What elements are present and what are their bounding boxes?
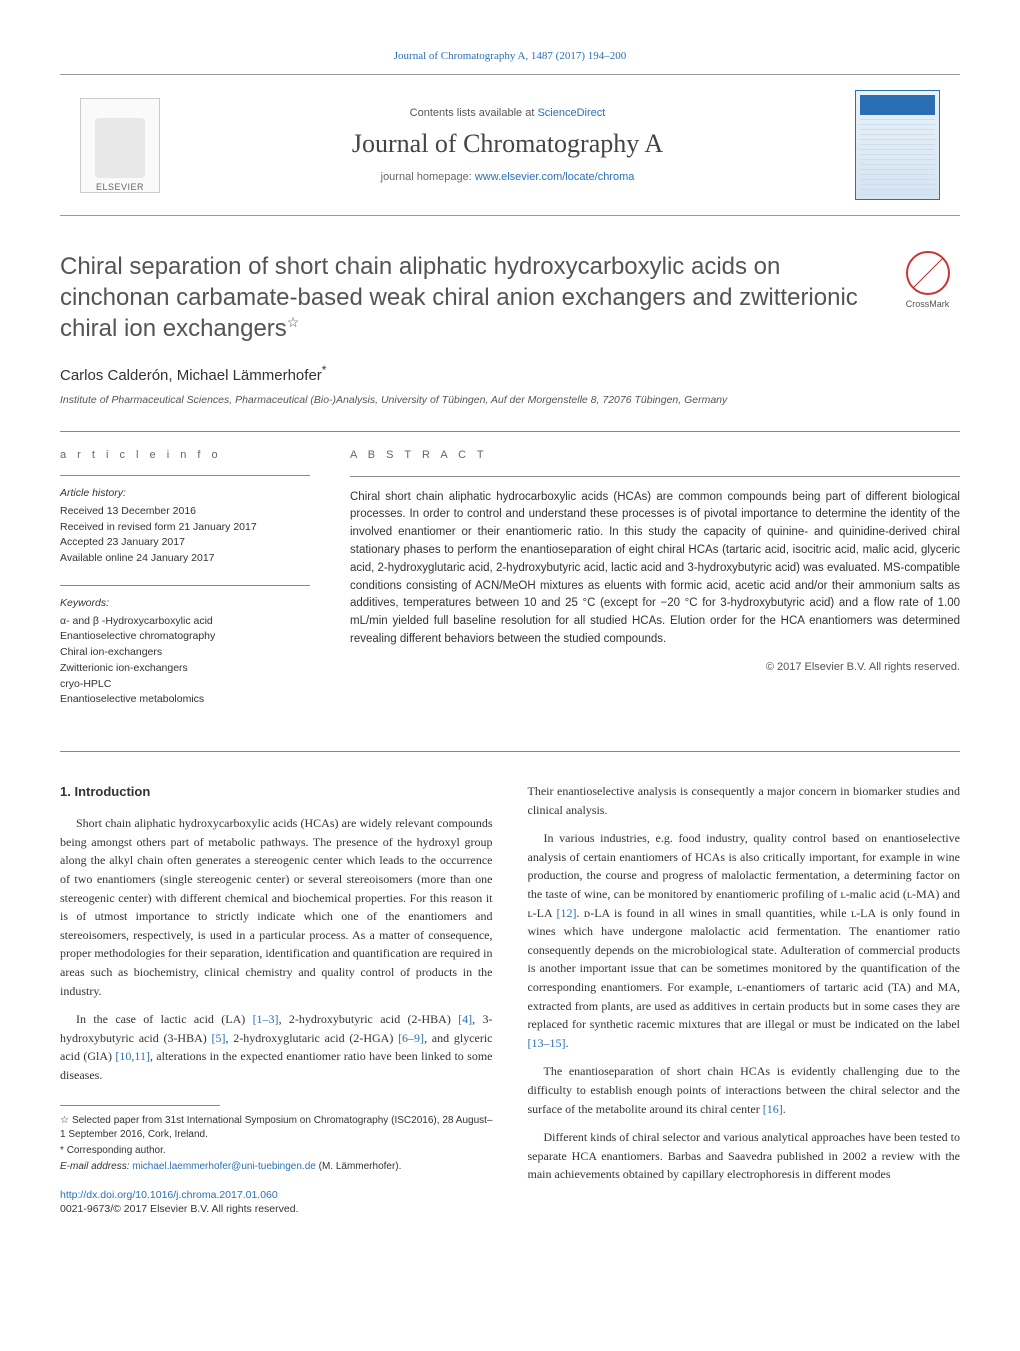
intro-para: In various industries, e.g. food industr… (528, 829, 961, 1052)
ref-link[interactable]: [1–3] (253, 1012, 279, 1026)
contents-list-line: Contents lists available at ScienceDirec… (175, 107, 840, 119)
history-received: Received 13 December 2016 (60, 504, 310, 520)
keyword: cryo-HPLC (60, 677, 310, 693)
ref-link[interactable]: [13–15] (528, 1036, 566, 1050)
text: , 2-hydroxyglutaric acid (2-HGA) (226, 1031, 399, 1045)
publisher-name: ELSEVIER (96, 182, 144, 192)
journal-cover-thumbnail (855, 90, 940, 200)
keyword: Zwitterionic ion-exchangers (60, 661, 310, 677)
homepage-prefix: journal homepage: (381, 171, 475, 183)
email-tail: (M. Lämmerhofer). (316, 1161, 402, 1172)
ref-link[interactable]: [5] (212, 1031, 226, 1045)
body-column-right: Their enantioselective analysis is conse… (528, 782, 961, 1217)
text: . ᴅ-LA is found in all wines in small qu… (528, 906, 961, 1032)
author-names: Carlos Calderón, Michael Lämmerhofer (60, 367, 322, 384)
journal-homepage-line: journal homepage: www.elsevier.com/locat… (175, 171, 840, 183)
intro-para: The enantioseparation of short chain HCA… (528, 1062, 961, 1118)
text: . (783, 1102, 786, 1116)
banner-center: Contents lists available at ScienceDirec… (175, 107, 840, 183)
ref-link[interactable]: [12] (556, 906, 576, 920)
journal-title: Journal of Chromatography A (175, 129, 840, 159)
cover-lines (860, 119, 935, 195)
authors: Carlos Calderón, Michael Lämmerhofer* (60, 363, 960, 384)
corresponding-email-link[interactable]: michael.laemmerhofer@uni-tuebingen.de (132, 1161, 316, 1172)
keywords-block: Keywords: α- and β -Hydroxycarboxylic ac… (60, 596, 310, 708)
crossmark-label: CrossMark (906, 299, 950, 309)
citation-header: Journal of Chromatography A, 1487 (2017)… (60, 50, 960, 62)
issn-copyright: 0021-9673/© 2017 Elsevier B.V. All right… (60, 1203, 299, 1215)
sciencedirect-link[interactable]: ScienceDirect (537, 107, 605, 119)
footnotes: ☆ Selected paper from 31st International… (60, 1114, 493, 1174)
body-column-left: 1. Introduction Short chain aliphatic hy… (60, 782, 493, 1217)
history-heading: Article history: (60, 486, 310, 502)
abstract-text: Chiral short chain aliphatic hydrocarbox… (350, 489, 960, 649)
cover-header-bar (860, 95, 935, 115)
intro-para: Different kinds of chiral selector and v… (528, 1128, 961, 1184)
intro-para: In the case of lactic acid (LA) [1–3], 2… (60, 1010, 493, 1084)
footnote-item: * Corresponding author. (60, 1144, 493, 1158)
intro-heading: 1. Introduction (60, 782, 493, 802)
history-online: Available online 24 January 2017 (60, 551, 310, 567)
intro-para: Their enantioselective analysis is conse… (528, 782, 961, 819)
crossmark-icon (906, 251, 950, 295)
text: The enantioseparation of short chain HCA… (528, 1064, 961, 1115)
journal-homepage-link[interactable]: www.elsevier.com/locate/chroma (475, 171, 635, 183)
article-history: Article history: Received 13 December 20… (60, 486, 310, 567)
history-revised: Received in revised form 21 January 2017 (60, 520, 310, 536)
ref-link[interactable]: [16] (763, 1102, 783, 1116)
footnote-mark: * (60, 1145, 64, 1156)
article-title: Chiral separation of short chain aliphat… (60, 251, 880, 345)
text: . (566, 1036, 569, 1050)
contents-prefix: Contents lists available at (410, 107, 538, 119)
footnote-email: E-mail address: michael.laemmerhofer@uni… (60, 1160, 493, 1174)
abstract-copyright: © 2017 Elsevier B.V. All rights reserved… (350, 659, 960, 676)
text: In the case of lactic acid (LA) (76, 1012, 253, 1026)
divider (60, 431, 960, 432)
footnote-divider (60, 1105, 220, 1106)
affiliation: Institute of Pharmaceutical Sciences, Ph… (60, 394, 960, 406)
keyword: Chiral ion-exchangers (60, 645, 310, 661)
footnote-item: ☆ Selected paper from 31st International… (60, 1114, 493, 1142)
footnote-mark: ☆ (60, 1115, 69, 1126)
keyword: α- and β -Hydroxycarboxylic acid (60, 614, 310, 630)
divider (60, 751, 960, 752)
publisher-tree-icon (95, 118, 145, 178)
divider (60, 475, 310, 476)
abstract-label: A B S T R A C T (350, 447, 960, 464)
doi-block: http://dx.doi.org/10.1016/j.chroma.2017.… (60, 1188, 493, 1217)
publisher-logo: ELSEVIER (80, 98, 160, 193)
keyword: Enantioselective chromatography (60, 629, 310, 645)
title-footnote-mark: ☆ (287, 314, 300, 330)
divider (60, 585, 310, 586)
crossmark-badge[interactable]: CrossMark (895, 251, 960, 309)
keywords-heading: Keywords: (60, 596, 310, 612)
ref-link[interactable]: [6–9] (398, 1031, 424, 1045)
history-accepted: Accepted 23 January 2017 (60, 535, 310, 551)
intro-para: Short chain aliphatic hydroxycarboxylic … (60, 814, 493, 1000)
journal-banner: ELSEVIER Contents lists available at Sci… (60, 74, 960, 216)
text: , 2-hydroxybutyric acid (2-HBA) (279, 1012, 459, 1026)
corresponding-author-mark: * (322, 363, 327, 377)
email-label: E-mail address: (60, 1161, 132, 1172)
doi-link[interactable]: http://dx.doi.org/10.1016/j.chroma.2017.… (60, 1189, 278, 1201)
keyword: Enantioselective metabolomics (60, 692, 310, 708)
footnote-text: Selected paper from 31st International S… (60, 1115, 493, 1140)
footnote-text: Corresponding author. (67, 1145, 166, 1156)
ref-link[interactable]: [10,11] (115, 1049, 150, 1063)
article-info-label: a r t i c l e i n f o (60, 447, 310, 464)
divider (350, 476, 960, 477)
article-title-text: Chiral separation of short chain aliphat… (60, 253, 858, 342)
ref-link[interactable]: [4] (458, 1012, 472, 1026)
